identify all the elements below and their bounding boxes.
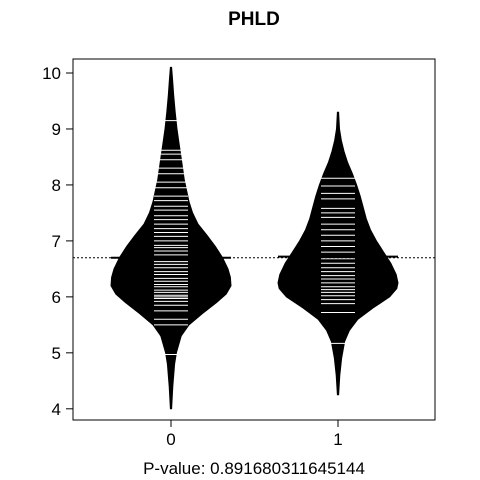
x-axis-label: P-value: 0.891680311645144	[143, 459, 365, 478]
y-tick-label-8: 8	[52, 176, 61, 195]
bean-density-0	[110, 66, 232, 410]
plot-frame	[72, 58, 436, 421]
y-tick-label-6: 6	[52, 288, 61, 307]
chart-title: PHLD	[228, 9, 280, 30]
y-tick-label-7: 7	[52, 232, 61, 251]
bean-1	[277, 111, 399, 396]
y-tick-label-5: 5	[52, 344, 61, 363]
x-tick-label-0: 0	[166, 430, 175, 449]
y-tick-label-9: 9	[52, 120, 61, 139]
y-tick-label-4: 4	[52, 400, 61, 419]
bean-0	[110, 66, 232, 410]
y-tick-label-10: 10	[42, 64, 61, 83]
beans-layer	[73, 66, 435, 410]
x-tick-label-1: 1	[333, 430, 342, 449]
bean-density-1	[277, 111, 399, 396]
axis-layer: 4 5 6 7 8 9 10 0 1	[42, 58, 436, 449]
